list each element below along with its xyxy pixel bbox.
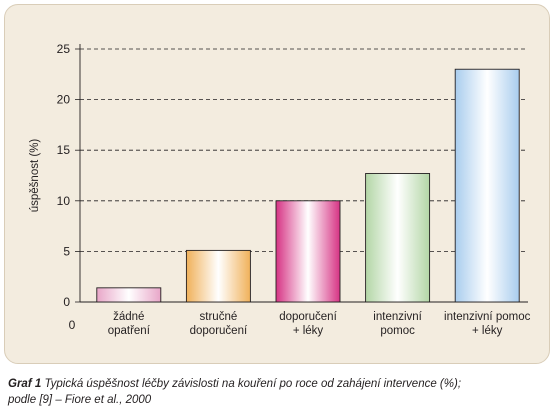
x-tick-label: + léky <box>472 325 503 337</box>
bar <box>96 287 162 303</box>
bar <box>365 173 431 303</box>
x-tick-label: opatření <box>108 325 151 337</box>
x-tick-label: pomoc <box>380 325 415 337</box>
x-tick-label: intenzivní pomoc <box>444 311 531 323</box>
x-tick-label: intenzivní <box>373 311 422 323</box>
y-tick-label: 0 <box>63 295 70 309</box>
y-axis-label: úspěšnost (%) <box>29 139 41 213</box>
bar <box>185 249 251 303</box>
bar <box>454 68 520 303</box>
y-tick-label: 15 <box>57 143 71 157</box>
x-tick-label: doporučení <box>279 311 337 323</box>
caption-source: podle [9] – Fiore et al., 2000 <box>8 394 152 406</box>
y-tick-label: 25 <box>57 42 71 56</box>
x-tick-label: + léky <box>293 325 324 337</box>
bar-chart: 0 5 10 15 20 25 0 úspěšnost (%) žádné opatření str… <box>29 42 531 337</box>
x-origin-label: 0 <box>69 318 76 332</box>
bar <box>275 200 341 303</box>
y-tick-label: 5 <box>63 244 70 258</box>
x-tick-label: žádné <box>113 311 144 323</box>
figure-caption: Graf 1 Typická úspěšnost léčby závislost… <box>8 376 548 408</box>
y-tick-label: 10 <box>57 194 71 208</box>
caption-label: Graf 1 <box>8 378 42 390</box>
y-tick-label: 20 <box>57 93 71 107</box>
caption-text: Typická úspěšnost léčby závislosti na ko… <box>44 378 462 390</box>
x-tick-label: stručné <box>200 311 238 323</box>
x-tick-label: doporučení <box>190 325 248 337</box>
